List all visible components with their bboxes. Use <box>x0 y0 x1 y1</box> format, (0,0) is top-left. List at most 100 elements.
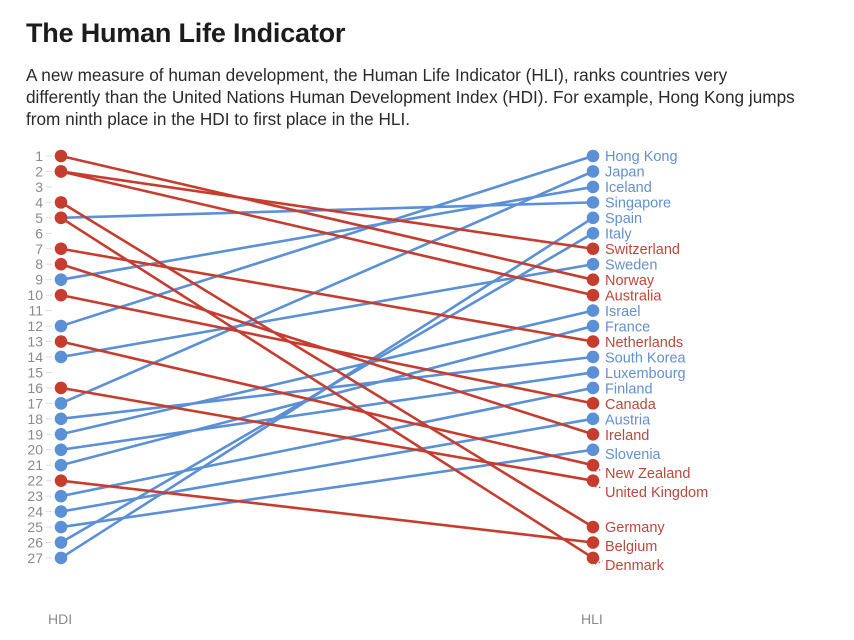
x-label-hdi: HDI <box>48 611 72 627</box>
slope-line <box>60 216 594 560</box>
hli-dot <box>586 242 600 256</box>
hli-dot <box>586 335 600 348</box>
hdi-dot <box>54 474 68 487</box>
hdi-dot <box>54 211 68 225</box>
tick-label: 13 <box>27 334 43 350</box>
hli-dot <box>586 536 600 549</box>
hdi-dot <box>54 458 68 472</box>
hdi-dot <box>54 381 68 395</box>
tick-label: 23 <box>27 488 43 504</box>
hdi-dot <box>54 196 68 209</box>
hdi-dot <box>54 319 68 333</box>
slope-line <box>60 324 594 467</box>
country-label: Netherlands <box>605 335 683 351</box>
tick-label: 7 <box>35 241 43 257</box>
country-label: South Korea <box>605 351 687 367</box>
country-label: Spain <box>605 211 642 227</box>
country-label: Hong Kong <box>605 149 678 165</box>
hdi-dot <box>54 427 68 441</box>
tick-label: 4 <box>35 194 43 210</box>
country-label: Japan <box>605 165 645 181</box>
tick-label: 27 <box>27 550 43 566</box>
country-label: Italy <box>605 227 632 243</box>
slope-line <box>60 170 594 297</box>
country-label: Australia <box>605 289 662 305</box>
slope-line <box>60 247 594 343</box>
hdi-dot <box>54 489 68 503</box>
hli-dot <box>586 474 600 487</box>
tick-label: 1 <box>35 148 43 164</box>
hdi-dot <box>54 165 68 178</box>
slope-line <box>60 309 594 436</box>
hli-dot <box>586 196 600 209</box>
hdi-dot <box>54 149 68 163</box>
hli-dot <box>586 180 600 194</box>
tick-label: 10 <box>27 287 43 303</box>
hli-dot <box>586 288 600 302</box>
hdi-dot <box>54 350 68 364</box>
country-label: Switzerland <box>605 242 680 258</box>
hli-dot <box>586 149 600 163</box>
leader-lines <box>594 468 604 565</box>
hdi-dot <box>54 505 68 518</box>
hdi-dot <box>54 412 68 426</box>
tick-label: 26 <box>27 535 43 551</box>
leader-line <box>594 468 604 472</box>
country-label: Singapore <box>605 196 671 212</box>
chart-title: The Human Life Indicator <box>26 18 346 48</box>
hli-dot <box>586 458 600 472</box>
country-label: Norway <box>605 273 655 289</box>
slope-line <box>60 154 594 328</box>
hdi-dot <box>54 242 68 256</box>
tick-label: 18 <box>27 411 43 427</box>
slope-line <box>60 371 594 452</box>
slope-line <box>60 262 594 359</box>
country-label: New Zealand <box>605 466 690 482</box>
country-label: Israel <box>605 304 640 320</box>
rank-dots <box>54 149 600 565</box>
country-labels: Hong KongJapanIcelandSingaporeSpainItaly… <box>605 149 708 574</box>
slope-line <box>60 448 594 529</box>
leader-line <box>594 486 604 489</box>
slope-line <box>60 201 594 529</box>
tick-label: 22 <box>27 473 43 489</box>
tick-label: 19 <box>27 426 43 442</box>
tick-label: 8 <box>35 256 43 272</box>
hdi-dot <box>54 551 68 565</box>
chart-subtitle: A new measure of human development, the … <box>26 65 795 129</box>
hdi-dot <box>54 443 68 457</box>
hli-dot <box>586 304 600 317</box>
country-label: Slovenia <box>605 447 662 463</box>
hdi-dot <box>54 520 68 534</box>
slope-line <box>60 170 594 405</box>
tick-label: 2 <box>35 163 43 179</box>
hli-dot <box>586 319 600 333</box>
hli-dot <box>586 412 600 426</box>
tick-label: 24 <box>27 504 43 520</box>
country-label: Austria <box>605 413 651 429</box>
hli-dot <box>586 257 600 271</box>
hli-dot <box>586 381 600 395</box>
slope-line <box>60 262 594 436</box>
country-label: France <box>605 320 650 336</box>
hdi-dot <box>54 257 68 271</box>
country-label: Ireland <box>605 428 649 444</box>
country-label: Iceland <box>605 180 652 196</box>
hli-dot <box>586 165 600 178</box>
country-label: Finland <box>605 382 653 398</box>
tick-label: 5 <box>35 210 43 226</box>
tick-labels: 1234567891011121314151617181920212223242… <box>27 148 52 566</box>
hli-dot <box>586 427 600 441</box>
slope-line <box>60 417 594 513</box>
tick-label: 20 <box>27 442 43 458</box>
slope-line <box>60 479 594 544</box>
hli-dot <box>586 211 600 225</box>
tick-label: 16 <box>27 380 43 396</box>
hli-dot <box>586 227 600 240</box>
country-label: Germany <box>605 520 665 536</box>
hli-dot <box>586 273 600 286</box>
country-label: United Kingdom <box>605 485 708 501</box>
tick-label: 12 <box>27 318 43 334</box>
tick-label: 21 <box>27 457 43 473</box>
